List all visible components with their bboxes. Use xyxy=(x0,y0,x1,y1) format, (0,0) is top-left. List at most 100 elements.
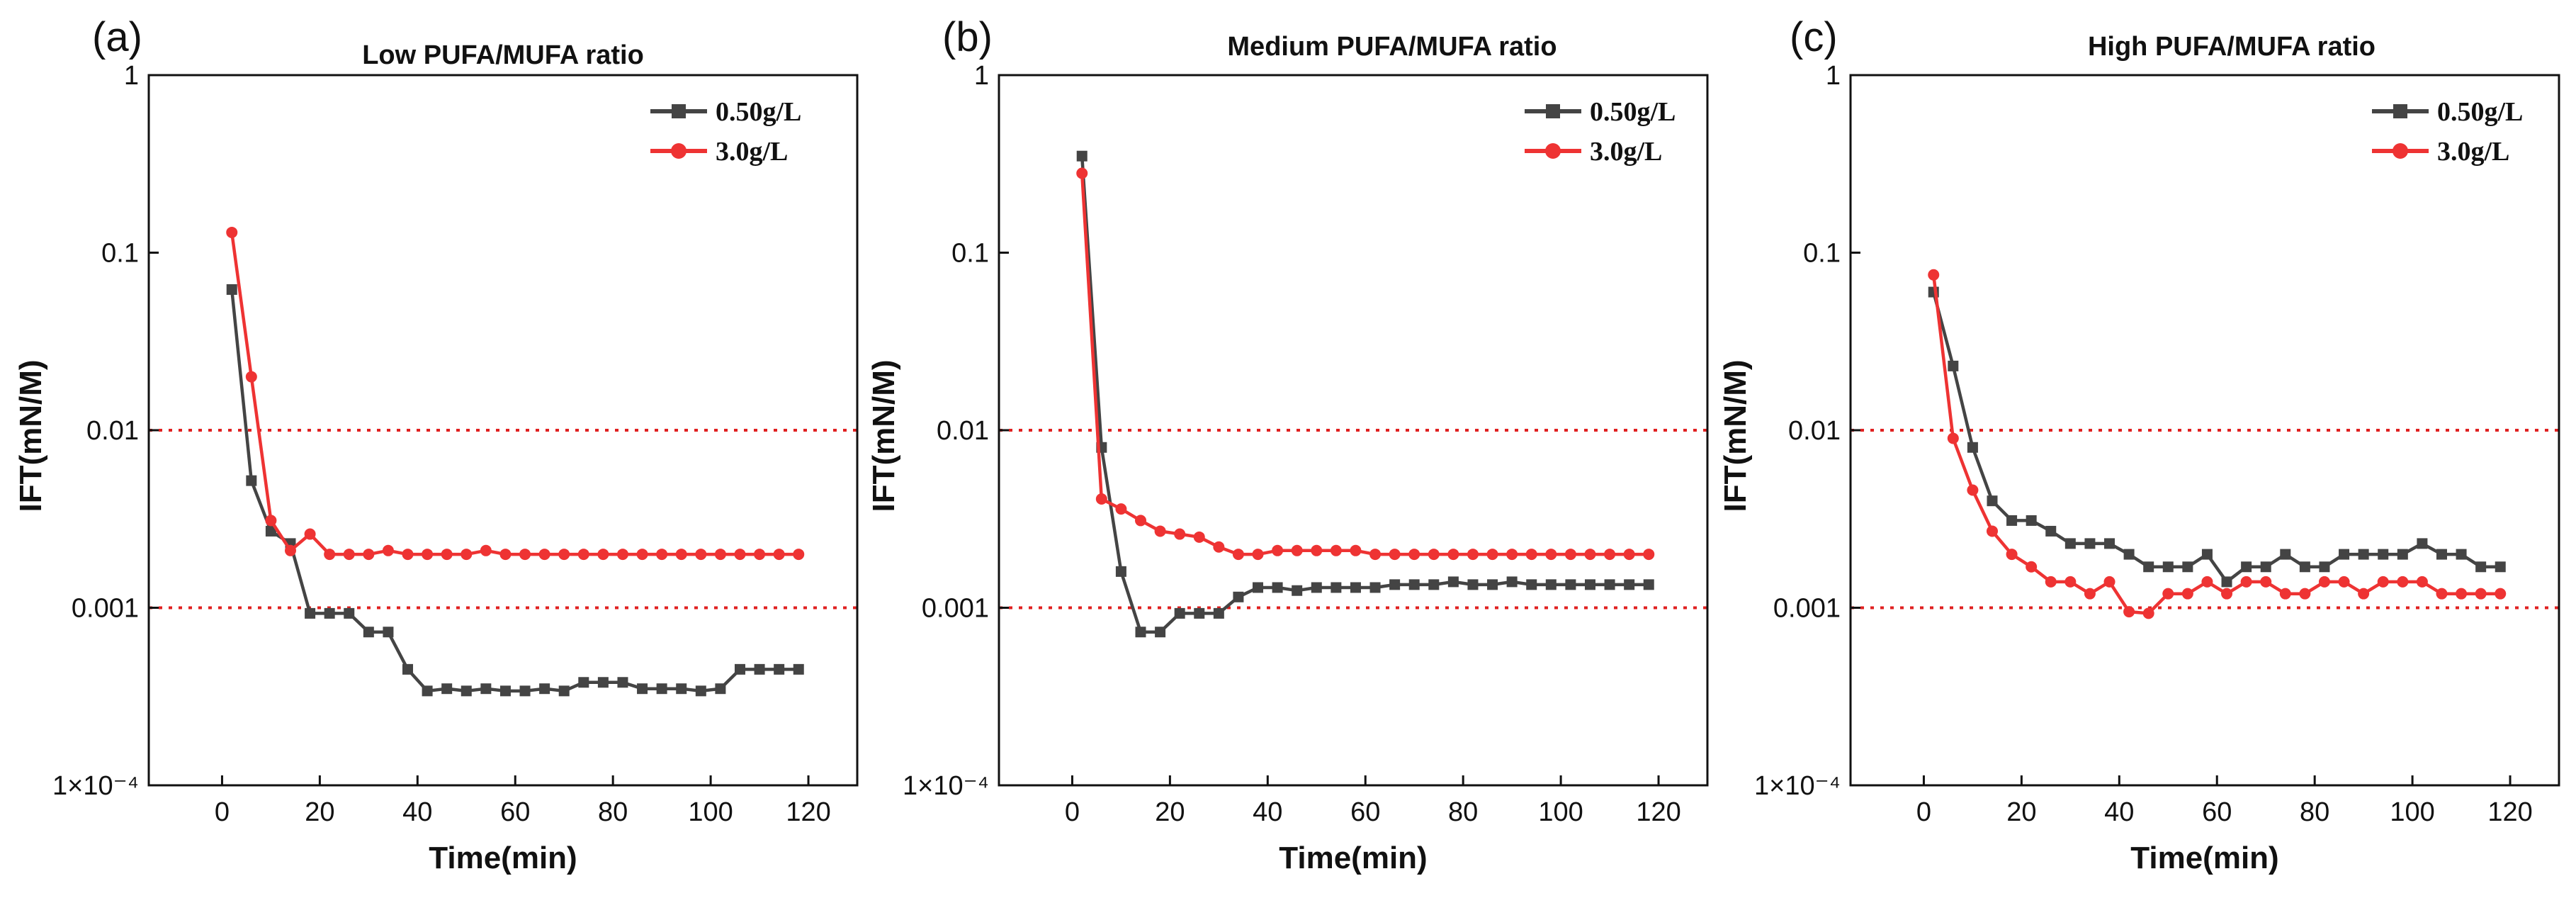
data-point xyxy=(558,549,570,561)
data-point xyxy=(2241,561,2252,573)
y-axis-label: IFT(mN/M) xyxy=(866,359,901,512)
data-point xyxy=(1291,544,1303,556)
data-point xyxy=(1487,579,1498,590)
y-tick-label: 0.1 xyxy=(951,239,989,269)
x-tick-label: 20 xyxy=(2006,797,2036,827)
legend-label-series-2: 3.0g/L xyxy=(1590,137,1662,167)
data-point xyxy=(1486,549,1498,561)
y-tick-label: 0.1 xyxy=(101,239,139,269)
y-tick-label: 0.001 xyxy=(72,594,139,624)
data-point xyxy=(1408,549,1420,561)
x-tick-label: 80 xyxy=(598,797,628,827)
data-point xyxy=(519,549,531,561)
data-point xyxy=(1428,579,1440,590)
data-point xyxy=(2299,561,2310,573)
data-point xyxy=(2416,576,2428,588)
data-point xyxy=(2045,576,2057,588)
data-point xyxy=(363,627,374,638)
legend-marker-series-2 xyxy=(1545,143,1561,159)
data-point xyxy=(2064,538,2076,549)
series-line xyxy=(1080,173,1649,556)
data-point xyxy=(2221,576,2232,588)
x-axis-label: Time(min) xyxy=(1279,841,1427,875)
data-point xyxy=(382,544,394,556)
legend: 0.50g/L 3.0g/L xyxy=(2372,97,2523,167)
data-point xyxy=(1545,579,1557,590)
data-point xyxy=(304,528,316,540)
x-tick-label: 20 xyxy=(1155,797,1185,827)
data-point xyxy=(2026,515,2037,526)
data-point xyxy=(344,607,355,619)
data-point xyxy=(1272,582,1283,593)
data-point xyxy=(1389,549,1401,561)
data-point xyxy=(1076,150,1088,162)
data-point xyxy=(2026,561,2038,573)
data-point xyxy=(1213,541,1225,553)
data-point xyxy=(1331,582,1342,593)
data-point xyxy=(1525,549,1537,561)
legend-marker-series-1 xyxy=(1546,104,1560,118)
chart-title: High PUFA/MUFA ratio xyxy=(2088,32,2376,62)
data-point xyxy=(2436,549,2447,560)
data-point xyxy=(695,549,707,561)
data-point xyxy=(1564,549,1576,561)
y-tick-label: 0.001 xyxy=(922,594,989,624)
y-tick-label: 1 xyxy=(124,61,139,91)
y-tick-label: 0.1 xyxy=(1803,239,1841,269)
data-point xyxy=(637,683,648,695)
panel-label: (c) xyxy=(1790,14,1838,60)
data-point xyxy=(1193,531,1205,543)
x-tick-label: 0 xyxy=(215,797,230,827)
data-point xyxy=(2339,549,2350,560)
data-point xyxy=(2143,561,2154,573)
y-tick-label: 0.001 xyxy=(1773,594,1841,624)
data-point xyxy=(734,663,745,675)
data-point xyxy=(1233,591,1244,602)
data-point xyxy=(2456,549,2467,560)
y-tick-label: 0.01 xyxy=(937,416,989,446)
data-point xyxy=(754,549,766,561)
data-point xyxy=(2201,549,2213,560)
data-point xyxy=(2318,576,2330,588)
legend: 0.50g/L 3.0g/L xyxy=(1525,97,1676,167)
data-point xyxy=(1311,582,1322,593)
x-tick-label: 20 xyxy=(305,797,334,827)
data-point xyxy=(245,371,257,383)
data-point xyxy=(1154,525,1166,537)
data-point xyxy=(714,549,726,561)
x-tick-label: 0 xyxy=(1065,797,1080,827)
data-point xyxy=(1174,528,1186,540)
data-point xyxy=(676,683,687,695)
data-point xyxy=(1467,579,1479,590)
data-point xyxy=(1428,549,1440,561)
data-point xyxy=(1565,579,1576,590)
data-point xyxy=(1467,549,1479,561)
x-tick-label: 40 xyxy=(1253,797,1282,827)
data-point xyxy=(2182,561,2193,573)
data-point xyxy=(1272,544,1284,556)
data-point xyxy=(1987,525,1998,537)
data-point xyxy=(1584,549,1596,561)
data-point xyxy=(1408,579,1420,590)
data-point xyxy=(499,549,512,561)
data-point xyxy=(675,549,687,561)
data-point xyxy=(793,663,804,675)
data-point xyxy=(773,549,785,561)
y-axis-label: IFT(mN/M) xyxy=(13,359,48,512)
data-point xyxy=(597,549,609,561)
data-point xyxy=(1987,495,1998,507)
y-tick-label: 1 xyxy=(1826,61,1841,91)
x-tick-label: 80 xyxy=(1448,797,1478,827)
data-point xyxy=(2475,561,2487,573)
data-point xyxy=(2456,588,2468,600)
data-point xyxy=(1135,627,1146,638)
data-point xyxy=(558,685,570,697)
data-point xyxy=(2436,588,2448,600)
data-point xyxy=(597,677,609,688)
x-tick-label: 40 xyxy=(2104,797,2134,827)
data-point xyxy=(2201,576,2213,588)
legend-label-series-1: 0.50g/L xyxy=(1590,97,1676,127)
data-point xyxy=(422,549,434,561)
data-point xyxy=(1155,627,1166,638)
data-point xyxy=(2221,588,2233,600)
